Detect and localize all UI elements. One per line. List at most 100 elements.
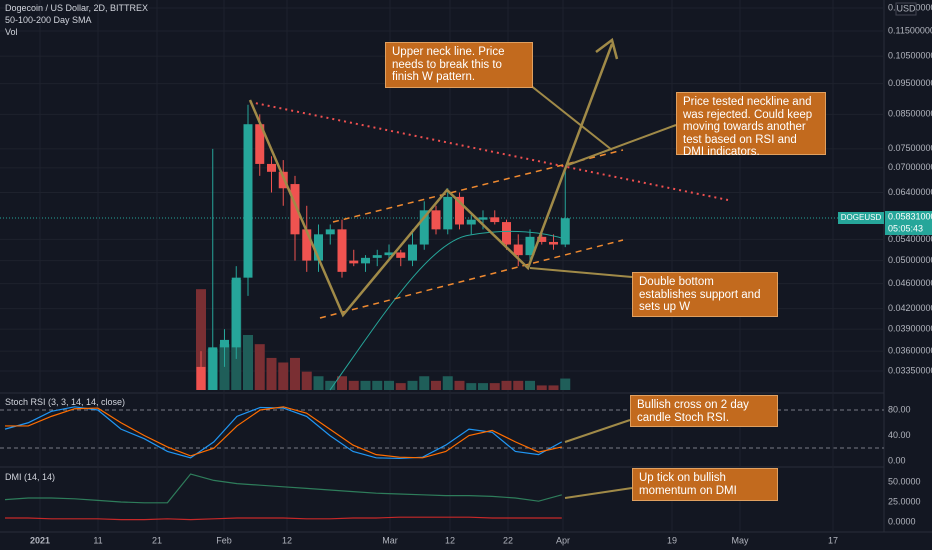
- channel-lower: [319, 239, 624, 319]
- candle-body: [278, 171, 288, 189]
- candle-body: [408, 244, 417, 261]
- candle-body: [525, 236, 535, 256]
- candle-body: [267, 163, 276, 172]
- volume-bar: [278, 362, 289, 390]
- annotation: Price tested neckline and was rejected. …: [676, 92, 826, 158]
- price-tick-label: 0.04200000: [888, 303, 932, 313]
- volume-bar: [395, 383, 406, 390]
- price-tick-label: 0.03600000: [888, 346, 932, 356]
- time-label: 11: [93, 535, 102, 545]
- price-tick-label: 0.08500000: [888, 109, 932, 119]
- volume-bar: [513, 380, 524, 390]
- price-tick-label: 0.09500000: [888, 78, 932, 88]
- candle-body: [443, 196, 453, 230]
- price-tick-label: 0.10500000: [888, 50, 932, 60]
- annotation: Bullish cross on 2 day candle Stoch RSI.: [630, 395, 778, 427]
- w-pattern: [248, 43, 614, 318]
- annotation: Upper neck line. Price needs to break th…: [385, 42, 533, 88]
- time-label: 21: [152, 535, 162, 545]
- last-price: 0.05831000: [888, 211, 932, 221]
- time-label: 19: [667, 535, 677, 545]
- stoch-k-line: [4, 406, 563, 460]
- candle-body: [349, 260, 359, 264]
- symbol-title: Dogecoin / US Dollar, 2D, BITTREX: [5, 3, 149, 13]
- volume-bar: [431, 380, 441, 390]
- candle-body: [243, 124, 253, 278]
- countdown: 05:05:43: [888, 223, 923, 233]
- candle-body: [314, 234, 323, 261]
- volume-bar: [325, 380, 336, 390]
- volume-bar: [313, 376, 324, 390]
- volume-bar: [501, 380, 512, 390]
- candle-body: [560, 218, 570, 245]
- time-label: May: [731, 535, 749, 545]
- candle-body: [231, 277, 241, 348]
- volume-bar: [454, 380, 465, 390]
- stoch-tick-label: 0.00: [888, 455, 906, 465]
- volume-bar: [536, 385, 547, 390]
- candle-body: [384, 252, 394, 256]
- volume-bar: [290, 357, 300, 390]
- volume-bar: [196, 289, 206, 390]
- candle-body: [455, 196, 464, 225]
- price-tick-label: 0.11500000: [888, 25, 932, 35]
- candle-body: [325, 229, 335, 235]
- volume-bar: [419, 376, 430, 390]
- volume-bar: [266, 357, 277, 390]
- time-label: Feb: [216, 535, 232, 545]
- sma-line: [329, 230, 569, 391]
- candle-body: [196, 366, 206, 390]
- candle-body: [220, 339, 229, 348]
- candle-body: [431, 210, 441, 230]
- w-arrow: [595, 37, 619, 60]
- candle-body: [208, 347, 218, 390]
- volume-bar: [372, 380, 383, 390]
- volume-bar: [478, 383, 488, 390]
- dmi-tick-label: 25.0000: [888, 496, 921, 506]
- candle-body: [396, 252, 406, 258]
- volume-bar: [548, 385, 559, 390]
- price-tick-label: 0.04600000: [888, 278, 932, 288]
- price-tick-label: 0.06400000: [888, 187, 932, 197]
- candle-body: [337, 229, 347, 272]
- volume-bar: [525, 380, 535, 390]
- candle-body: [302, 229, 312, 261]
- callout-lines: [529, 84, 677, 499]
- currency[interactable]: USD: [896, 3, 916, 13]
- last-price-tag: [885, 211, 932, 235]
- volume-bar: [348, 380, 359, 390]
- candle-body: [361, 257, 370, 264]
- time-label: Mar: [382, 535, 398, 545]
- volume-bar: [384, 380, 394, 390]
- stoch-tick-label: 80.00: [888, 404, 911, 414]
- sma-legend: 50-100-200 Day SMA: [5, 15, 92, 25]
- time-label: 12: [445, 535, 455, 545]
- candle-body: [290, 184, 300, 235]
- volume-bar: [337, 376, 347, 390]
- annotation: Up tick on bullish momentum on DMI: [632, 468, 778, 501]
- candle-body: [419, 210, 429, 245]
- price-tick-label: 0.03350000: [888, 365, 932, 375]
- time-label: 2021: [30, 535, 50, 545]
- time-label: Apr: [556, 535, 570, 545]
- volume-bar: [219, 344, 230, 390]
- dmi-tick-label: 0.0000: [888, 516, 916, 526]
- stoch-d-line: [5, 406, 562, 459]
- volume-bar: [407, 380, 418, 390]
- channel-upper: [332, 149, 624, 223]
- candle-body: [478, 217, 488, 220]
- price-tick-label: 0.07000000: [888, 162, 932, 172]
- dmi-di-line: [5, 516, 562, 521]
- time-label: 22: [503, 535, 513, 545]
- symbol-tag-text: DOGEUSD: [841, 213, 882, 222]
- stoch-tick-label: 40.00: [888, 430, 911, 440]
- dmi-legend: DMI (14, 14): [5, 472, 56, 482]
- volume-bar: [301, 371, 312, 390]
- candle-body: [372, 255, 382, 258]
- annotation: Double bottom establishes support and se…: [632, 272, 778, 317]
- time-label: 17: [828, 535, 838, 545]
- candle-body: [537, 236, 547, 242]
- price-tick-label: 0.05000000: [888, 255, 932, 265]
- currency-badge[interactable]: [895, 2, 917, 16]
- volume-bar: [560, 378, 571, 390]
